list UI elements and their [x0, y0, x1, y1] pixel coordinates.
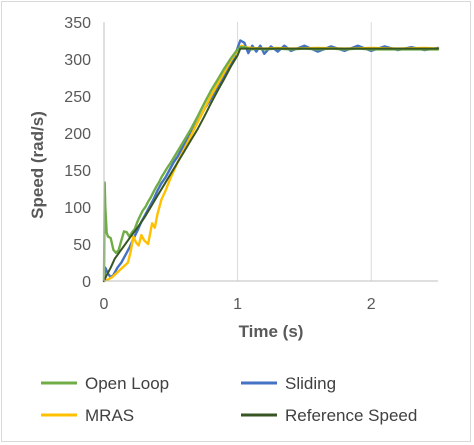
y-tick-label: 350	[64, 15, 91, 32]
series-line-sliding	[102, 39, 440, 283]
legend-label: MRAS	[85, 406, 134, 425]
y-tick-labels: 0 50 100 150 200 250 300 350	[64, 15, 91, 291]
series-line-mras	[102, 44, 440, 283]
y-tick-label: 150	[64, 163, 91, 180]
x-axis-title: Time (s)	[239, 322, 304, 341]
legend-label: Reference Speed	[285, 406, 417, 425]
series-line-reference-speed	[103, 47, 439, 282]
y-tick-label: 100	[64, 200, 91, 217]
legend: Open Loop Sliding MRAS Reference Speed	[41, 374, 417, 425]
legend-item-reference-speed: Reference Speed	[241, 406, 417, 425]
legend-label: Sliding	[285, 374, 336, 393]
y-tick-label: 200	[64, 126, 91, 143]
legend-item-sliding: Sliding	[241, 374, 336, 393]
gridlines	[237, 22, 372, 281]
y-tick-label: 0	[82, 274, 91, 291]
x-tick-labels: 0 1 2	[100, 296, 376, 313]
x-tick-label: 1	[233, 296, 242, 313]
series-lines	[102, 39, 440, 283]
y-tick-label: 300	[64, 52, 91, 69]
axes	[103, 22, 438, 282]
x-tick-label: 0	[100, 296, 109, 313]
x-tick-label: 2	[367, 296, 376, 313]
legend-label: Open Loop	[85, 374, 169, 393]
series-line-open-loop	[102, 46, 440, 283]
legend-item-open-loop: Open Loop	[41, 374, 169, 393]
y-tick-label: 50	[73, 237, 91, 254]
y-tick-label: 250	[64, 89, 91, 106]
y-axis-title: Speed (rad/s)	[28, 111, 47, 219]
legend-item-mras: MRAS	[41, 406, 134, 425]
